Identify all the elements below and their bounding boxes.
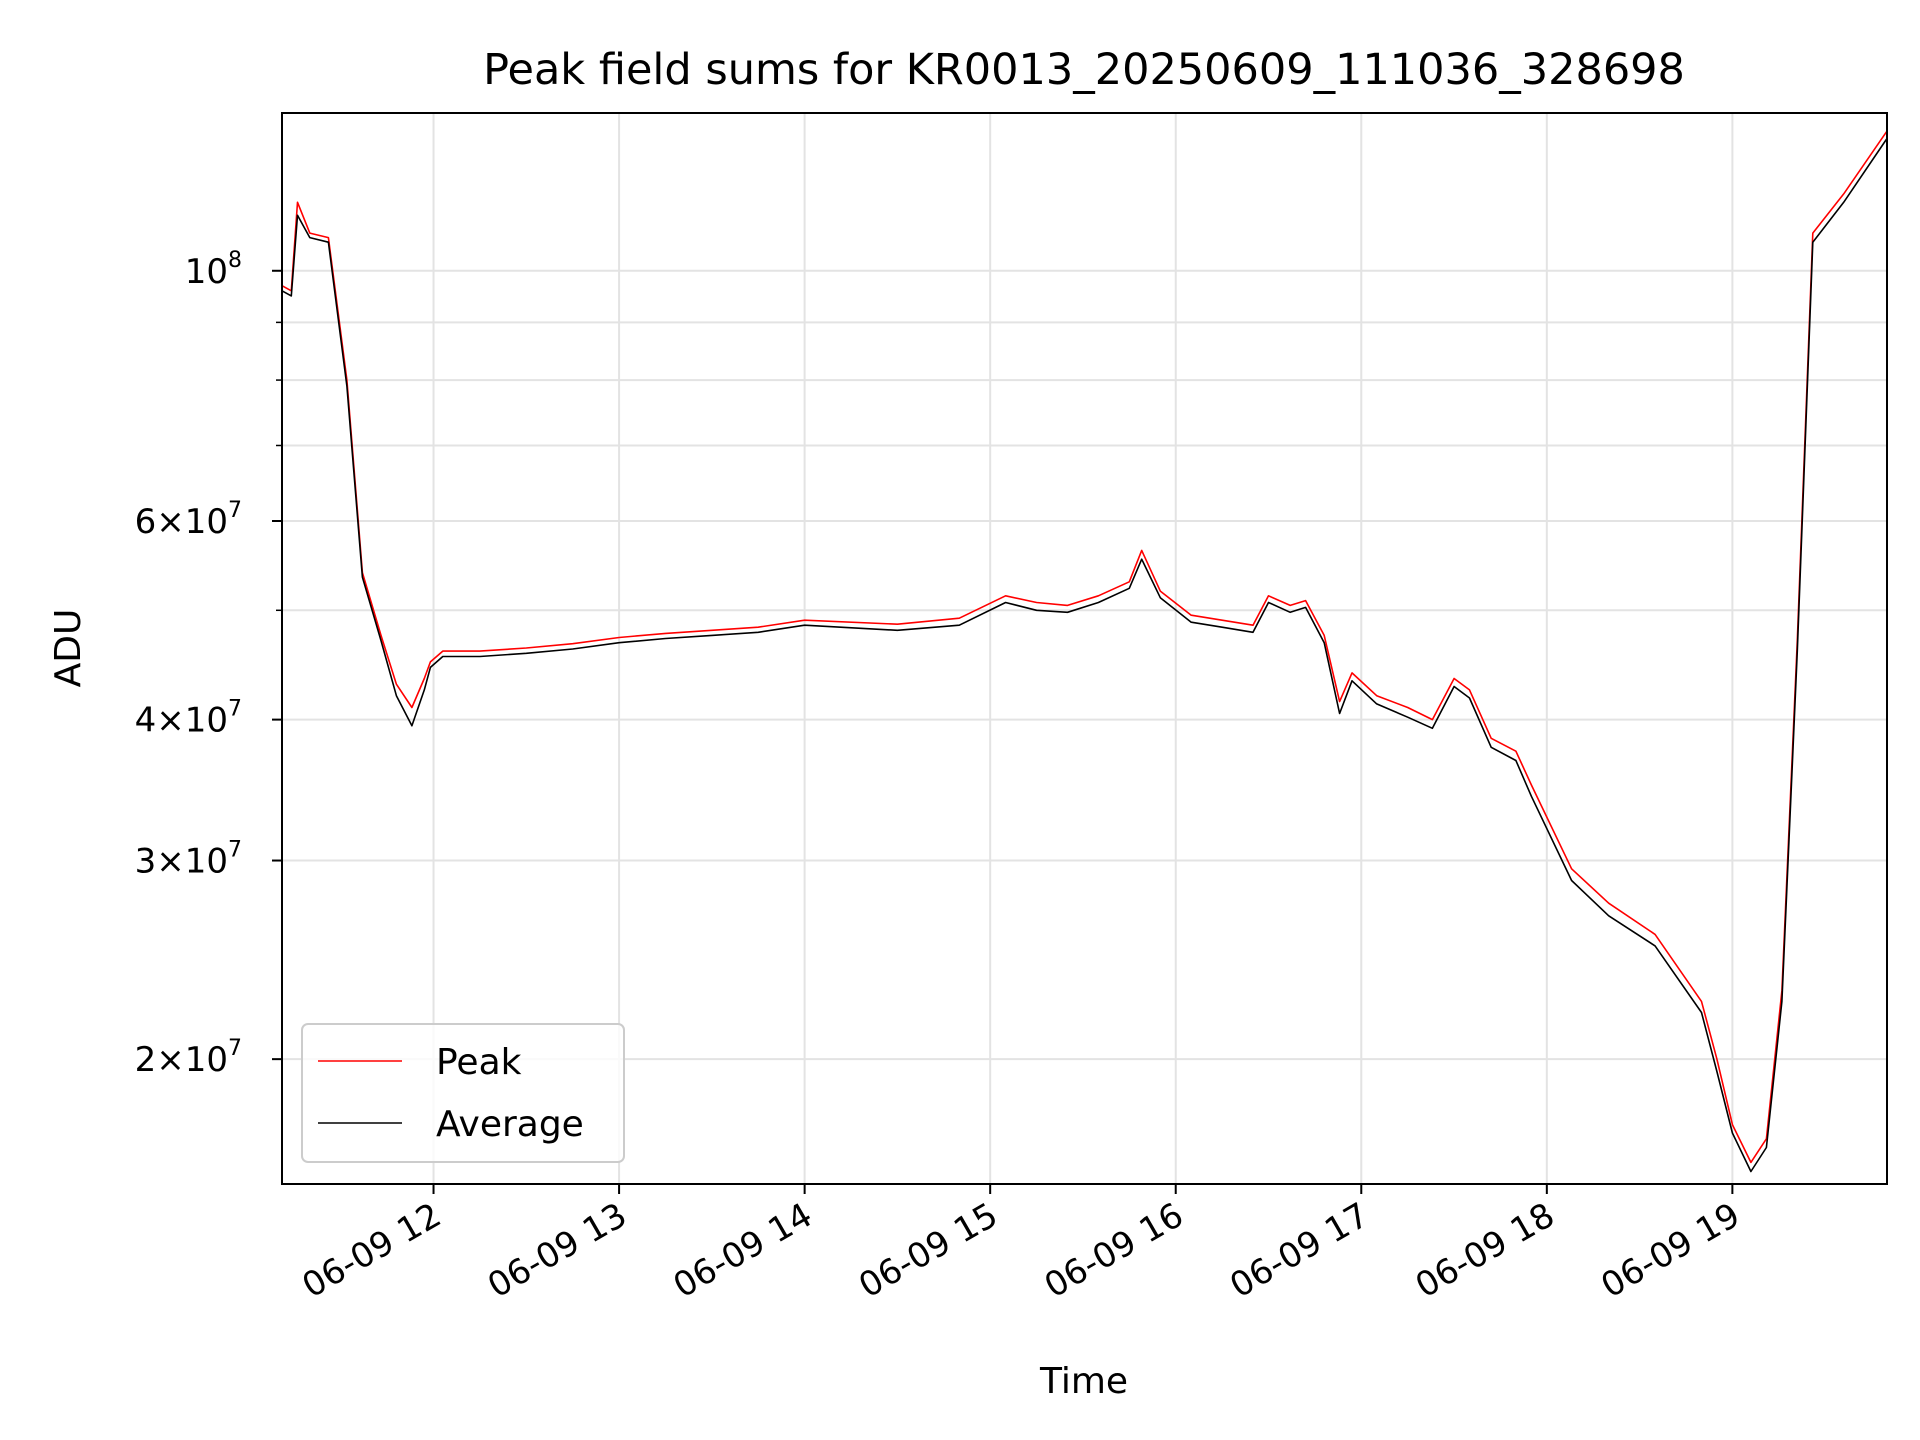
legend-label-average: Average — [436, 1104, 584, 1145]
grid — [282, 113, 1887, 1184]
y-axis: 108 6×107 4×107 3×107 2×107 — [135, 248, 282, 1080]
y-tick-label: 4×107 — [135, 697, 242, 741]
plot-frame — [281, 112, 1888, 1185]
y-tick-label: 6×107 — [135, 498, 242, 542]
y-axis-label: ADU — [48, 609, 89, 688]
chart-title: Peak field sums for KR0013_20250609_1110… — [483, 45, 1685, 95]
x-axis-label: Time — [1039, 1361, 1128, 1402]
legend-label-peak: Peak — [436, 1042, 522, 1083]
series-line-peak — [281, 130, 1888, 1164]
series-layer — [281, 130, 1888, 1173]
y-tick-label: 3×107 — [135, 838, 242, 882]
legend-box — [301, 1023, 625, 1163]
y-tick-label: 108 — [185, 248, 242, 292]
y-tick-label: 2×107 — [135, 1036, 242, 1080]
legend: Peak Average — [301, 1023, 625, 1163]
series-line-average — [281, 138, 1888, 1173]
